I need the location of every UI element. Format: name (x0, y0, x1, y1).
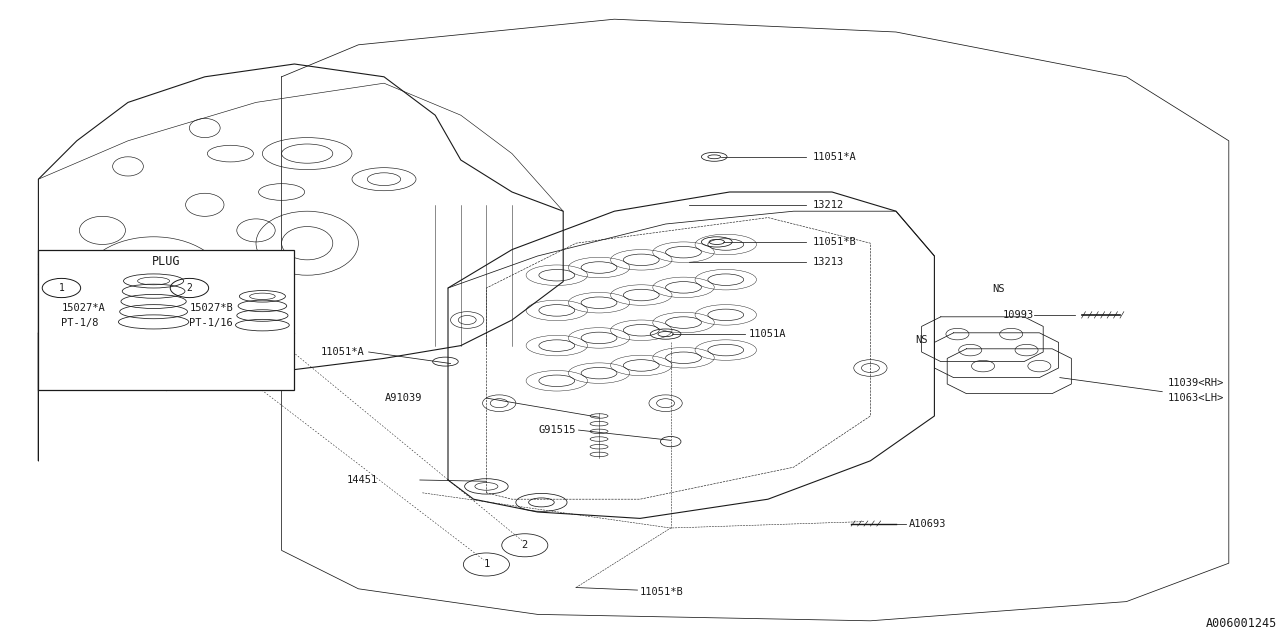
Text: FRONT: FRONT (237, 301, 268, 312)
Text: 10993: 10993 (1004, 310, 1034, 320)
Text: 15027*B: 15027*B (189, 303, 233, 314)
Text: A006001245: A006001245 (1206, 618, 1277, 630)
Text: PT-1/8: PT-1/8 (61, 318, 99, 328)
Text: 11051A: 11051A (749, 329, 786, 339)
Text: 15027*A: 15027*A (61, 303, 105, 314)
Text: PLUG: PLUG (152, 255, 180, 268)
Text: 11051*A: 11051*A (321, 347, 365, 357)
Text: A10693: A10693 (909, 518, 946, 529)
Text: 11039<RH>: 11039<RH> (1167, 378, 1224, 388)
Text: NS: NS (992, 284, 1005, 294)
Text: NS: NS (915, 335, 928, 346)
Text: PT-1/16: PT-1/16 (189, 318, 233, 328)
Text: 14451: 14451 (347, 475, 378, 485)
Bar (38, 250, 294, 390)
Text: 1: 1 (484, 559, 489, 570)
Text: 13213: 13213 (813, 257, 844, 268)
Text: 13212: 13212 (813, 200, 844, 210)
Text: G91515: G91515 (539, 425, 576, 435)
Text: A91039: A91039 (385, 393, 422, 403)
Text: 11063<LH>: 11063<LH> (1167, 393, 1224, 403)
Text: 11051*A: 11051*A (813, 152, 856, 162)
Text: 2: 2 (522, 540, 527, 550)
Text: 11051*B: 11051*B (640, 587, 684, 597)
Text: 11051*B: 11051*B (813, 237, 856, 247)
Text: 2: 2 (187, 283, 192, 293)
Text: 1: 1 (59, 283, 64, 293)
